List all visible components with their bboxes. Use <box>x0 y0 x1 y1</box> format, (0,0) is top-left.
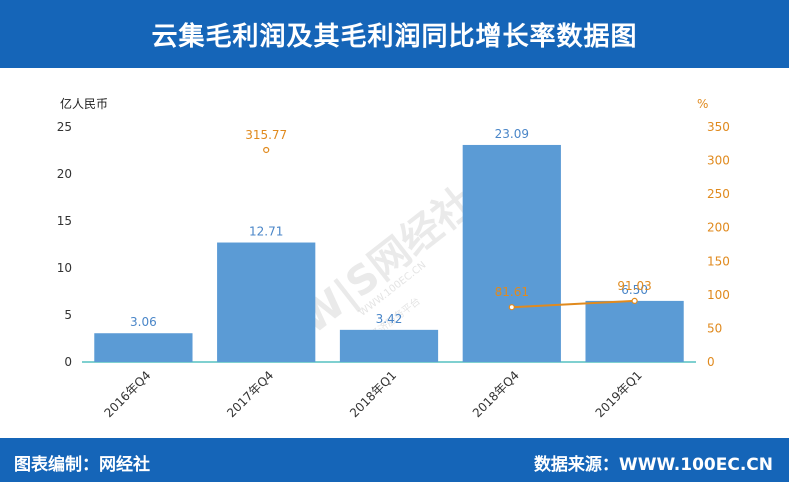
bar <box>217 242 316 362</box>
y2-tick-label: 350 <box>707 120 730 134</box>
y2-tick-label: 200 <box>707 221 730 235</box>
x-tick-label: 2018年Q1 <box>347 368 399 420</box>
bar <box>585 300 684 362</box>
y2-tick-label: 100 <box>707 288 730 302</box>
bar-data-label: 3.42 <box>376 312 403 326</box>
y2-axis-unit: % <box>697 97 708 111</box>
y-tick-label: 5 <box>64 308 72 322</box>
bar <box>339 329 439 362</box>
y-tick-label: 0 <box>64 355 72 369</box>
line-data-label: 81.61 <box>495 285 529 299</box>
bar-series: 3.06 12.71 3.42 23.09 6.50 <box>94 127 684 362</box>
y-axis-unit: 亿人民币 <box>60 96 108 111</box>
footer-credit: 图表编制：网经社 <box>14 455 150 475</box>
y2-tick-label: 50 <box>707 321 722 335</box>
y2-tick-label: 150 <box>707 254 730 268</box>
y2-tick-label: 0 <box>707 355 715 369</box>
bar-data-label: 6.50 <box>621 283 648 297</box>
footer-source: 数据来源：WWW.100EC.CN <box>533 455 773 475</box>
x-tick-label: 2018年Q4 <box>470 368 522 420</box>
bar <box>462 144 561 362</box>
y-tick-label: 20 <box>57 167 72 181</box>
line-series: 315.77 81.61 91.03 <box>245 128 652 311</box>
footer-banner: 图表编制：网经社 数据来源：WWW.100EC.CN <box>0 438 789 482</box>
bar <box>94 333 193 362</box>
line-point <box>631 297 638 304</box>
chart-title: 云集毛利润及其毛利润同比增长率数据图 <box>151 21 638 52</box>
bar-data-label: 12.71 <box>249 225 283 239</box>
line-point <box>263 146 270 154</box>
line-data-label: 91.03 <box>617 279 651 293</box>
x-tick-label: 2017年Q4 <box>224 368 276 420</box>
x-tick-label: 2016年Q4 <box>101 368 153 420</box>
y-tick-label: 10 <box>57 261 72 275</box>
bar-data-label: 3.06 <box>130 315 157 329</box>
y-tick-label: 25 <box>57 120 72 134</box>
chart-title-banner: 云集毛利润及其毛利润同比增长率数据图 <box>0 0 789 68</box>
y2-tick-label: 250 <box>707 187 730 201</box>
x-tick-label: 2019年Q1 <box>593 368 645 420</box>
y-tick-label: 15 <box>57 214 72 228</box>
line-segment <box>511 299 635 309</box>
line-data-label: 315.77 <box>245 128 287 142</box>
line-point <box>508 304 515 311</box>
bar-data-label: 23.09 <box>495 127 529 141</box>
y2-tick-label: 300 <box>707 154 730 168</box>
